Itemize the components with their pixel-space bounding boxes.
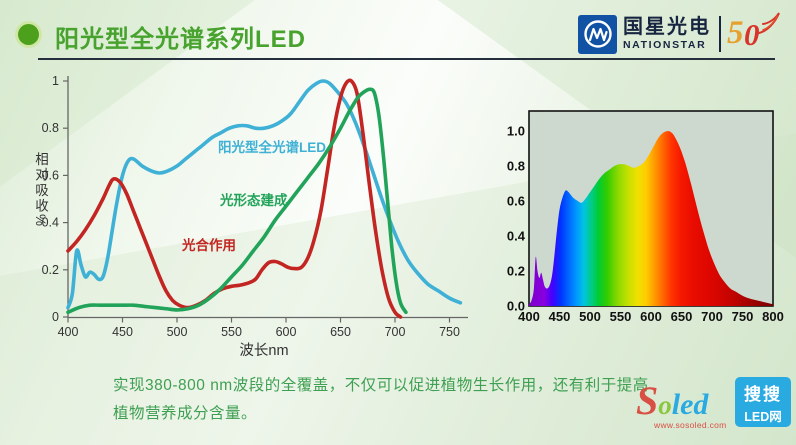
led-spectrum-canvas: 0.0 0.2 0.4 0.6 0.8 1.0 400 450 500 550 600 650 700 7… <box>507 110 784 324</box>
svg-text:0.4: 0.4 <box>42 216 59 230</box>
watermark-url: www.sosoled.com <box>654 420 727 430</box>
svg-text:450: 450 <box>549 309 571 324</box>
svg-text:0.2: 0.2 <box>42 263 59 277</box>
svg-text:750: 750 <box>732 309 754 324</box>
svg-text:650: 650 <box>671 309 693 324</box>
led-spectrum-chart: 0.0 0.2 0.4 0.6 0.8 1.0 400 450 500 550 600 650 700 7… <box>496 101 796 327</box>
sosoled-badge: 搜搜 LED网 <box>735 377 791 427</box>
title-underline <box>38 58 775 60</box>
footer-line-2: 植物营养成分含量。 <box>113 405 258 422</box>
svg-text:800: 800 <box>762 309 784 324</box>
anniversary-digit-5: 5 <box>727 15 744 51</box>
svg-text:波长nm: 波长nm <box>239 342 288 359</box>
title-bullet-icon <box>18 24 39 45</box>
svg-text:1: 1 <box>52 74 59 88</box>
sosoled-brand: Soled www.sosoled.com <box>636 377 733 437</box>
svg-text:450: 450 <box>112 325 133 339</box>
svg-text:650: 650 <box>330 325 351 339</box>
badge-text-led: LED网 <box>744 409 782 424</box>
svg-text:400: 400 <box>518 309 540 324</box>
phoenix-wing-icon <box>758 12 780 34</box>
page-title: 阳光型全光谱系列LED <box>55 26 306 53</box>
svg-text:550: 550 <box>221 325 242 339</box>
anniversary-digit-0: 0 <box>744 17 760 52</box>
logo-company-cn: 国星光电 <box>623 16 711 39</box>
absorption-chart-canvas: 400 450 500 550 600 650 700 750 0 0.2 0.4 0.6 0.8 1 波长… <box>42 74 468 359</box>
svg-text:700: 700 <box>385 325 406 339</box>
logo-divider <box>719 16 721 52</box>
svg-text:1.0: 1.0 <box>507 124 525 139</box>
svg-text:0.4: 0.4 <box>507 229 526 244</box>
curve-label-photosynthesis: 光合作用 <box>182 238 236 253</box>
svg-text:0.8: 0.8 <box>507 159 525 174</box>
svg-text:0.8: 0.8 <box>42 121 59 135</box>
brand-letters-led: led <box>671 388 709 421</box>
sosoled-brand-text: Soled <box>636 377 708 424</box>
svg-text:0.2: 0.2 <box>507 264 525 279</box>
svg-text:500: 500 <box>579 309 601 324</box>
svg-text:700: 700 <box>701 309 723 324</box>
nationstar-mark-icon <box>578 14 617 54</box>
svg-text:750: 750 <box>439 325 460 339</box>
svg-text:400: 400 <box>58 325 79 339</box>
footer-line-1: 实现380-800 nm波段的全覆盖，不仅可以促进植物生长作用，还有利于提高 <box>113 377 649 394</box>
svg-text:600: 600 <box>640 309 662 324</box>
brand-letter-o: o <box>658 390 672 420</box>
svg-text:550: 550 <box>610 309 632 324</box>
absorption-spectrum-chart: 400 450 500 550 600 650 700 750 0 0.2 0.4 0.6 0.8 1 波长… <box>6 64 488 364</box>
curve-label-led: 阳光型全光谱LED <box>218 140 326 155</box>
svg-text:600: 600 <box>276 325 297 339</box>
svg-text:0.0: 0.0 <box>507 299 525 314</box>
svg-text:0.6: 0.6 <box>42 168 59 182</box>
nationstar-logo: 国星光电 NATIONSTAR 5 0 <box>578 12 780 55</box>
svg-text:500: 500 <box>167 325 188 339</box>
brand-letter-s: S <box>636 378 659 423</box>
svg-text:0.6: 0.6 <box>507 194 525 209</box>
logo-company-en: NATIONSTAR <box>623 39 707 52</box>
curve-label-photomorphogenesis: 光形态建成 <box>220 193 288 208</box>
sosoled-watermark: Soled www.sosoled.com 搜搜 LED网 <box>636 377 791 437</box>
y-axis-title: 相对吸收% <box>33 152 48 229</box>
footer-description: 实现380-800 nm波段的全覆盖，不仅可以促进植物生长作用，还有利于提高 植… <box>113 372 753 428</box>
logo-names: 国星光电 NATIONSTAR <box>623 17 711 51</box>
anniversary-50-logo: 5 0 <box>727 12 780 55</box>
svg-text:0: 0 <box>52 310 59 324</box>
badge-text-cn: 搜搜 <box>744 384 782 404</box>
